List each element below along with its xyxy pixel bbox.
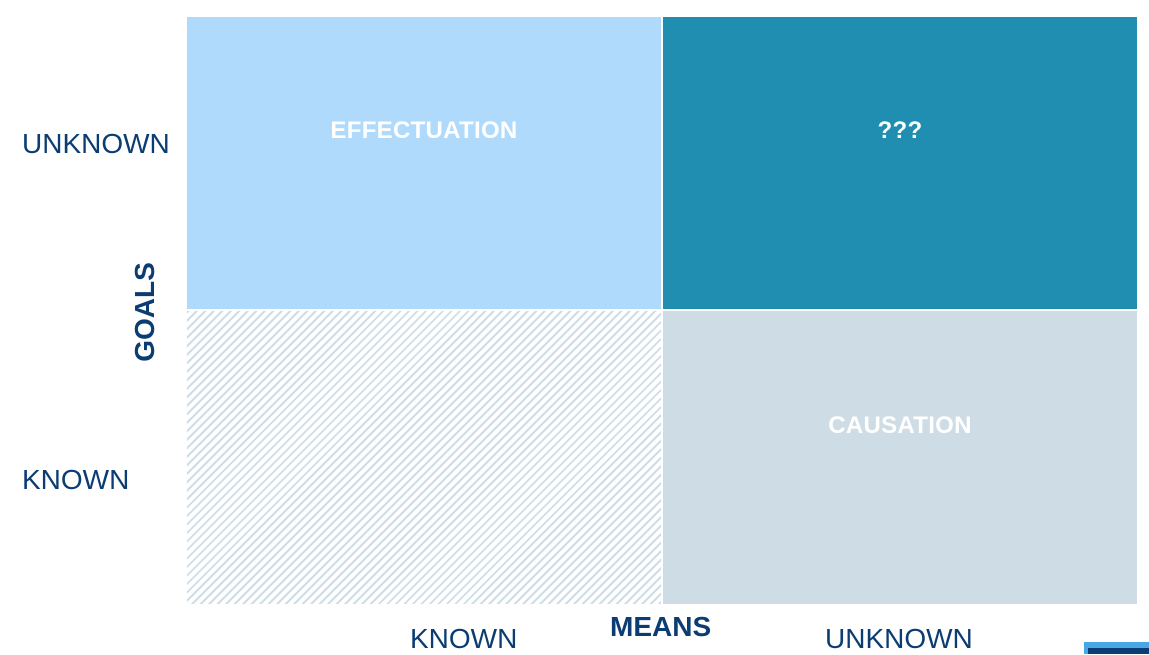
x-axis-title: MEANS: [610, 611, 712, 642]
quadrant-label-effectuation: EFFECTUATION: [330, 117, 518, 144]
y-tick-unknown: UNKNOWN: [22, 128, 170, 159]
quadrant-unknown-unknown: ???: [663, 17, 1137, 309]
corner-accent-bar: [1084, 642, 1149, 654]
x-tick-unknown: UNKNOWN: [825, 623, 973, 654]
quadrant-label-question: ???: [877, 117, 923, 144]
quadrant-hatched: [187, 311, 661, 604]
y-tick-known: KNOWN: [22, 464, 130, 495]
corner-accent-bar-inner: [1088, 648, 1149, 654]
y-axis-title: GOALS: [129, 262, 160, 362]
quadrant-label-causation: CAUSATION: [828, 412, 972, 439]
quadrant-effectuation: EFFECTUATION: [187, 17, 661, 309]
quadrant-causation: CAUSATION: [663, 311, 1137, 604]
x-tick-known: KNOWN: [410, 623, 518, 654]
